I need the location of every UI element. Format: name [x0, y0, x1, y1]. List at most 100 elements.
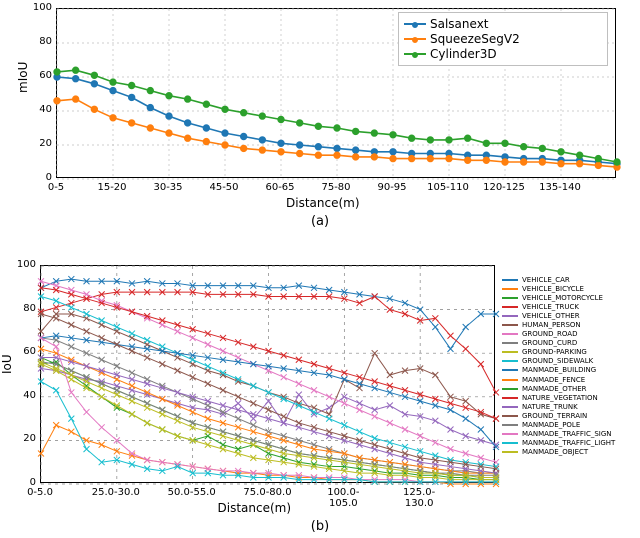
legend-label: GROUND_ROAD — [522, 330, 577, 338]
legend-swatch — [502, 360, 518, 362]
legend-item: MANMADE_OTHER — [502, 385, 636, 393]
legend-item: VEHICLE_TRUCK — [502, 303, 636, 311]
ytick-label: 60 — [23, 346, 36, 357]
legend-swatch — [502, 433, 518, 435]
legend-label: MANMADE_TRAFFIC_LIGHT — [522, 439, 615, 447]
legend-item: GROUND_SIDEWALK — [502, 357, 636, 365]
legend-swatch — [502, 442, 518, 444]
xtick-label: 0-5.0 — [10, 487, 70, 498]
legend-label: VEHICLE_MOTORCYCLE — [522, 294, 603, 302]
xtick-label: 25.0-30.0 — [86, 487, 146, 498]
xtick-label: 90-95 — [362, 182, 422, 193]
ytick-label: 40 — [23, 390, 36, 401]
legend-label: GROUND_SIDEWALK — [522, 357, 593, 365]
legend-label: Salsanext — [430, 17, 489, 31]
xtick-label: 60-65 — [250, 182, 310, 193]
legend-label: SqueezeSegV2 — [430, 32, 520, 46]
legend-swatch — [404, 23, 426, 25]
legend-item: HUMAN_PERSON — [502, 321, 636, 329]
legend-swatch — [502, 279, 518, 281]
legend-label: GROUND_CURD — [522, 339, 577, 347]
legend-swatch — [502, 342, 518, 344]
legend-item: GROUND-PARKING — [502, 348, 636, 356]
chart-panel: 0204060801000-5.025.0-30.050.0-55.075.0-… — [0, 255, 640, 530]
legend-item: Salsanext — [404, 17, 602, 31]
legend-label: MANMADE_OBJECT — [522, 448, 588, 456]
legend-label: MANMADE_OTHER — [522, 385, 587, 393]
legend-label: MANMADE_FENCE — [522, 376, 585, 384]
xtick-label: 100.0-105.0 — [313, 487, 373, 509]
xtick-label: 30-35 — [138, 182, 198, 193]
legend-swatch — [502, 315, 518, 317]
ytick-label: 100 — [33, 2, 52, 13]
legend-swatch — [502, 333, 518, 335]
legend-item: MANMADE_BUILDING — [502, 366, 636, 374]
legend-label: GROUND_TERRAIN — [522, 412, 587, 420]
ytick-label: 80 — [39, 36, 52, 47]
chart-svg — [41, 266, 496, 484]
legend-item: SqueezeSegV2 — [404, 32, 602, 46]
plot-area — [40, 265, 495, 483]
legend-item: MANMADE_POLE — [502, 421, 636, 429]
legend-swatch — [502, 406, 518, 408]
ylabel: mIoU — [16, 62, 30, 93]
legend-swatch — [502, 324, 518, 326]
legend-label: VEHICLE_OTHER — [522, 312, 580, 320]
figure: 0204060801000-515-2030-3545-5060-6575-80… — [0, 0, 640, 538]
legend: SalsanextSqueezeSegV2Cylinder3D — [398, 12, 608, 66]
legend-swatch — [502, 288, 518, 290]
series-line — [41, 349, 496, 473]
xtick-label: 0-5 — [26, 182, 86, 193]
legend: VEHICLE_CARVEHICLE_BICYCLEVEHICLE_MOTORC… — [502, 275, 636, 457]
ytick-label: 40 — [39, 104, 52, 115]
legend-item: VEHICLE_CAR — [502, 276, 636, 284]
ytick-label: 100 — [17, 259, 36, 270]
legend-item: VEHICLE_BICYCLE — [502, 285, 636, 293]
legend-label: VEHICLE_BICYCLE — [522, 285, 584, 293]
legend-label: Cylinder3D — [430, 47, 497, 61]
legend-item: GROUND_TERRAIN — [502, 412, 636, 420]
xtick-label: 75.0-80.0 — [238, 487, 298, 498]
legend-label: MANMADE_TRAFFIC_SIGN — [522, 430, 612, 438]
ytick-label: 80 — [23, 303, 36, 314]
panel-caption: (b) — [0, 519, 640, 534]
ytick-label: 60 — [39, 70, 52, 81]
legend-item: MANMADE_OBJECT — [502, 448, 636, 456]
series-line — [41, 292, 496, 392]
legend-swatch — [502, 297, 518, 299]
legend-swatch — [502, 424, 518, 426]
legend-item: GROUND_CURD — [502, 339, 636, 347]
legend-item: MANMADE_FENCE — [502, 376, 636, 384]
legend-item: NATURE_VEGETATION — [502, 394, 636, 402]
xtick-label: 45-50 — [194, 182, 254, 193]
legend-item: MANMADE_TRAFFIC_LIGHT — [502, 439, 636, 447]
legend-label: VEHICLE_CAR — [522, 276, 570, 284]
xtick-label: 75-80 — [306, 182, 366, 193]
legend-label: HUMAN_PERSON — [522, 321, 581, 329]
legend-swatch — [502, 306, 518, 308]
legend-swatch — [502, 415, 518, 417]
xtick-label: 50.0-55.0 — [162, 487, 222, 498]
legend-swatch — [502, 388, 518, 390]
legend-item: Cylinder3D — [404, 47, 602, 61]
legend-swatch — [502, 397, 518, 399]
legend-item: VEHICLE_MOTORCYCLE — [502, 294, 636, 302]
legend-label: MANMADE_POLE — [522, 421, 580, 429]
legend-swatch — [502, 369, 518, 371]
ytick-label: 20 — [23, 433, 36, 444]
legend-swatch — [502, 351, 518, 353]
legend-swatch — [502, 451, 518, 453]
xtick-label: 105-110 — [418, 182, 478, 193]
legend-item: GROUND_ROAD — [502, 330, 636, 338]
legend-label: VEHICLE_TRUCK — [522, 303, 579, 311]
legend-label: NATURE_TRUNK — [522, 403, 578, 411]
legend-item: VEHICLE_OTHER — [502, 312, 636, 320]
legend-swatch — [404, 38, 426, 40]
legend-item: NATURE_TRUNK — [502, 403, 636, 411]
xtick-label: 15-20 — [82, 182, 142, 193]
panel-caption: (a) — [0, 214, 640, 229]
legend-item: MANMADE_TRAFFIC_SIGN — [502, 430, 636, 438]
xtick-label: 125.0-130.0 — [389, 487, 449, 509]
chart-panel: 0204060801000-515-2030-3545-5060-6575-80… — [0, 0, 640, 232]
xtick-label: 135-140 — [530, 182, 590, 193]
